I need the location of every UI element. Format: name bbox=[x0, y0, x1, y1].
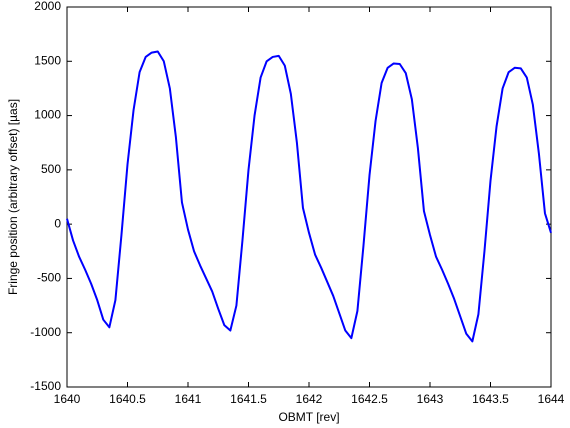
x-tick-label: 1641.5 bbox=[230, 392, 267, 406]
y-tick-label: -1500 bbox=[30, 379, 61, 393]
x-axis-label: OBMT [rev] bbox=[278, 410, 339, 424]
plot-frame bbox=[66, 6, 552, 388]
y-tick-label: -1000 bbox=[30, 325, 61, 339]
x-tick-label: 1644 bbox=[538, 392, 565, 406]
y-axis-label: Fringe position (arbitrary offset) [µas] bbox=[6, 99, 20, 295]
y-tick-label: 500 bbox=[41, 162, 61, 176]
y-tick-label: 0 bbox=[54, 216, 61, 230]
x-tick-label: 1641 bbox=[175, 392, 202, 406]
x-tick-label: 1642.5 bbox=[351, 392, 388, 406]
y-tick-label: 1000 bbox=[34, 108, 61, 122]
y-tick-label: -500 bbox=[37, 271, 61, 285]
x-tick-label: 1640 bbox=[54, 392, 81, 406]
y-tick-label: 1500 bbox=[34, 53, 61, 67]
y-tick-label: 2000 bbox=[34, 0, 61, 13]
x-tick-label: 1642 bbox=[296, 392, 323, 406]
x-tick-label: 1643 bbox=[417, 392, 444, 406]
x-tick-label: 1640.5 bbox=[109, 392, 146, 406]
x-tick-label: 1643.5 bbox=[472, 392, 509, 406]
data-line bbox=[66, 50, 552, 343]
